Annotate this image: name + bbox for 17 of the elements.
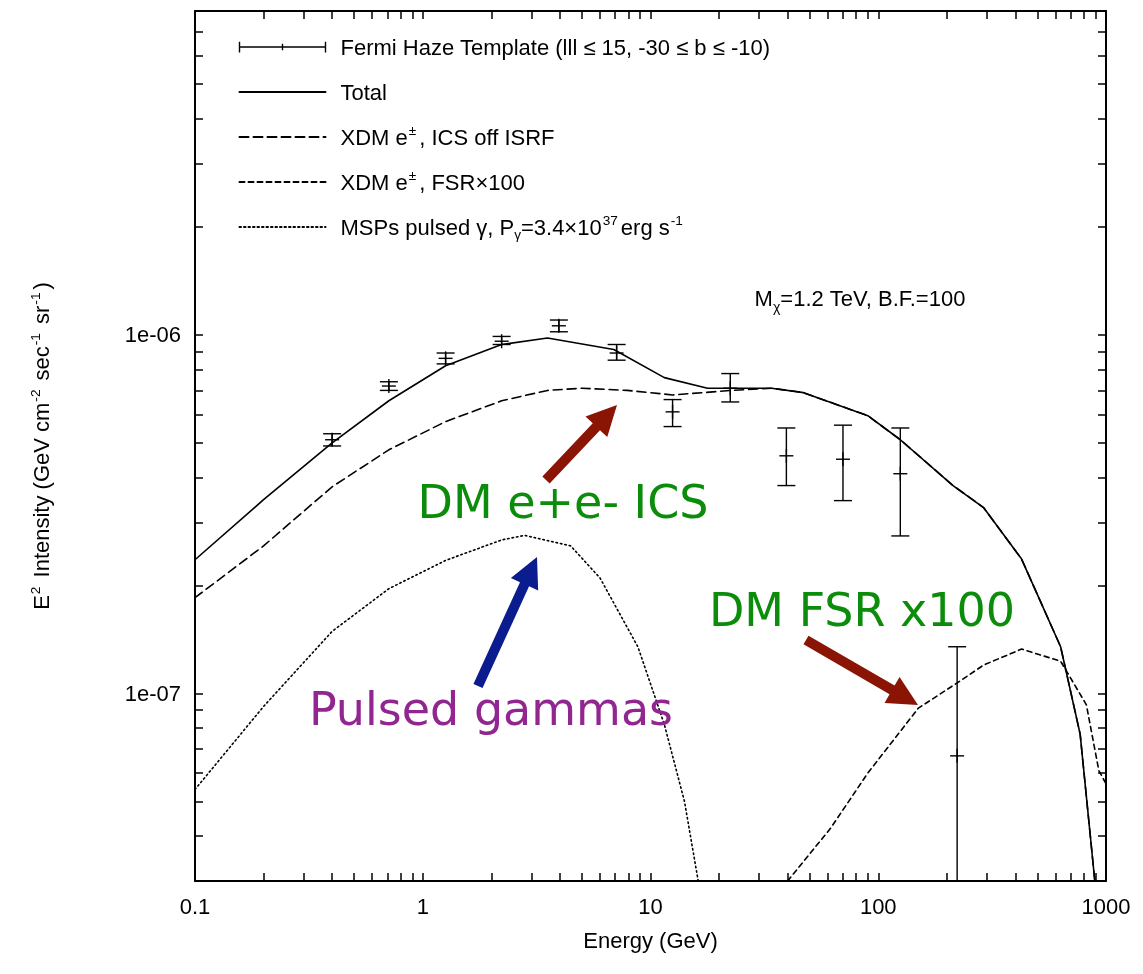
annotation: DM FSR x100	[708, 582, 1016, 637]
x-tick-label: 10	[638, 893, 663, 919]
text: E2 Intensity (GeV cm-2 sec-1 sr-1)	[28, 282, 55, 610]
y-tick-label: 1e-07	[124, 680, 181, 706]
annotation: Pulsed gammas	[308, 681, 674, 736]
x-tick-label: 100	[859, 893, 897, 919]
y-tick-label: 1e-06	[124, 322, 181, 348]
annotation: DM e+e- ICS	[417, 474, 709, 529]
x-tick-label: 1000	[1081, 893, 1131, 919]
annotation: M$_{χ}$=1.2 TeV, B.F.=100	[754, 285, 966, 315]
legend-label: Fermi Haze Template (lll ≤ 15, -30 ≤ b ≤ -10)	[340, 34, 771, 60]
legend-label: Total	[340, 79, 387, 105]
x-tick-label: 1	[416, 893, 429, 919]
x-tick-label: 0.1	[179, 893, 211, 919]
legend-label: XDM e±, ICS off ISRF	[340, 122, 555, 150]
legend-label: XDM e±, FSR×100	[340, 167, 525, 195]
x-axis-title: Energy (GeV)	[583, 927, 718, 953]
